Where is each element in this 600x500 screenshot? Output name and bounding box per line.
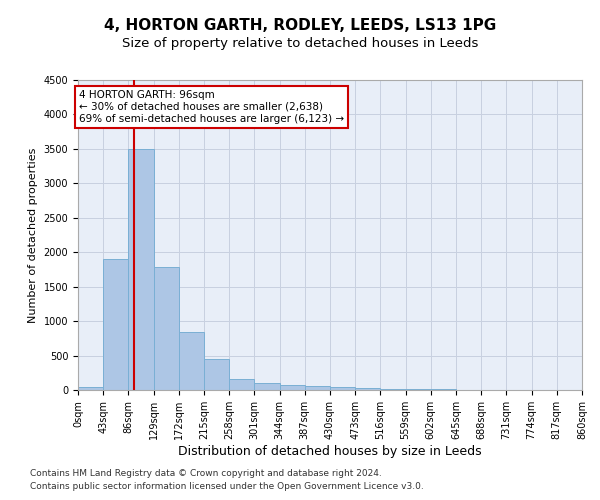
Text: 4 HORTON GARTH: 96sqm
← 30% of detached houses are smaller (2,638)
69% of semi-d: 4 HORTON GARTH: 96sqm ← 30% of detached …: [79, 90, 344, 124]
Bar: [179, 332, 204, 390]
Bar: [355, 388, 380, 390]
Bar: [330, 387, 355, 390]
Text: Contains HM Land Registry data © Crown copyright and database right 2024.: Contains HM Land Registry data © Crown c…: [30, 468, 382, 477]
Bar: [154, 268, 179, 390]
Bar: [128, 149, 154, 390]
Text: Contains public sector information licensed under the Open Government Licence v3: Contains public sector information licen…: [30, 482, 424, 491]
Bar: [229, 379, 254, 390]
Text: 4, HORTON GARTH, RODLEY, LEEDS, LS13 1PG: 4, HORTON GARTH, RODLEY, LEEDS, LS13 1PG: [104, 18, 496, 32]
Y-axis label: Number of detached properties: Number of detached properties: [28, 148, 38, 322]
Text: Size of property relative to detached houses in Leeds: Size of property relative to detached ho…: [122, 38, 478, 51]
X-axis label: Distribution of detached houses by size in Leeds: Distribution of detached houses by size …: [178, 444, 482, 458]
Bar: [280, 385, 305, 390]
Bar: [103, 259, 128, 390]
Bar: [254, 383, 280, 390]
Bar: [204, 359, 229, 390]
Bar: [78, 386, 103, 390]
Bar: [305, 386, 330, 390]
Bar: [380, 389, 406, 390]
